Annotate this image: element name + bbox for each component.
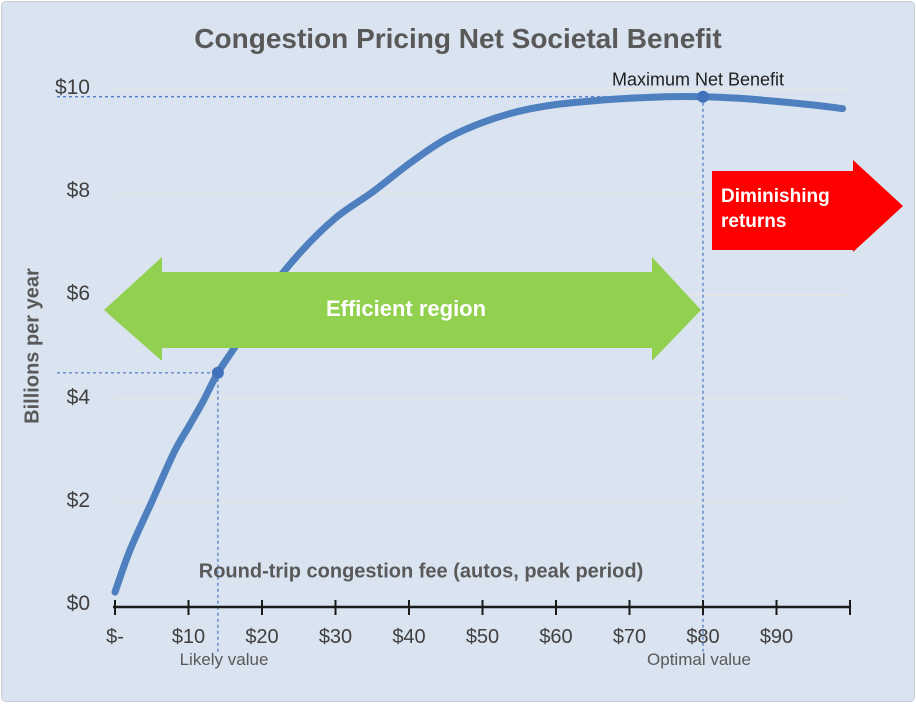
likely-value-label: Likely value — [179, 650, 269, 669]
diminishing-returns-label: Diminishing returns — [721, 184, 830, 234]
efficient-region-label: Efficient region — [325, 296, 487, 321]
x-tick-label: $80 — [686, 626, 720, 648]
y-tick-label: $6 — [66, 282, 90, 306]
x-tick-label: $90 — [759, 626, 794, 648]
y-tick-label: $2 — [66, 488, 90, 512]
y-tick-label: $0 — [66, 592, 90, 615]
x-tick-label: $10 — [171, 626, 206, 648]
x-tick-label: $40 — [392, 626, 426, 648]
x-tick-label: $60 — [539, 626, 573, 648]
x-tick-label: $20 — [245, 626, 279, 648]
max-net-benefit-annotation: Maximum Net Benefit — [611, 69, 785, 90]
diminishing-returns-arrow — [712, 160, 903, 252]
data-point-dot — [211, 366, 224, 379]
y-tick-label: $4 — [66, 385, 90, 409]
optimal-value-label: Optimal value — [647, 650, 751, 669]
vertical-guide-lines — [217, 96, 704, 652]
y-tick-label: $8 — [66, 179, 90, 203]
diminishing-returns-line2: returns — [721, 211, 787, 233]
x-axis-title: Round-trip congestion fee (autos, peak p… — [198, 560, 644, 583]
x-tick-label: $50 — [465, 626, 500, 648]
x-tick-label: $- — [106, 626, 124, 648]
data-point-dot — [697, 90, 709, 103]
x-tick-label: $70 — [612, 626, 647, 648]
marker-dots — [211, 90, 709, 379]
x-axis — [113, 600, 851, 615]
diminishing-returns-line1: Diminishing — [721, 186, 830, 207]
y-tick-label: $10 — [54, 76, 90, 99]
efficient-region-arrow — [104, 257, 701, 361]
horizontal-guide-lines — [57, 96, 703, 374]
chart-title: Congestion Pricing Net Societal Benefit — [194, 23, 722, 54]
x-tick-label: $30 — [318, 626, 353, 648]
